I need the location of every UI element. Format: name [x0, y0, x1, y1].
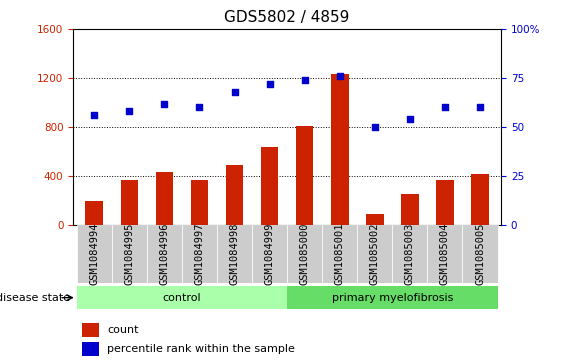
- FancyBboxPatch shape: [358, 225, 392, 283]
- FancyBboxPatch shape: [462, 225, 498, 283]
- FancyBboxPatch shape: [112, 225, 147, 283]
- Point: [230, 89, 239, 95]
- FancyBboxPatch shape: [322, 225, 358, 283]
- Point: [370, 124, 379, 130]
- Bar: [86, 200, 103, 225]
- Text: GSM1085003: GSM1085003: [405, 223, 415, 285]
- Bar: [296, 126, 314, 225]
- Point: [125, 109, 134, 114]
- Text: GSM1085002: GSM1085002: [370, 223, 380, 285]
- Bar: [471, 174, 489, 225]
- FancyBboxPatch shape: [287, 286, 498, 309]
- FancyBboxPatch shape: [77, 286, 287, 309]
- Text: count: count: [108, 325, 139, 335]
- Bar: [331, 74, 348, 225]
- Bar: [82, 323, 99, 337]
- Point: [160, 101, 169, 106]
- Bar: [436, 180, 454, 225]
- Text: GSM1085004: GSM1085004: [440, 223, 450, 285]
- Bar: [261, 147, 278, 225]
- Title: GDS5802 / 4859: GDS5802 / 4859: [225, 10, 350, 25]
- Text: percentile rank within the sample: percentile rank within the sample: [108, 344, 296, 354]
- FancyBboxPatch shape: [77, 225, 112, 283]
- FancyBboxPatch shape: [147, 225, 182, 283]
- Bar: [155, 172, 173, 225]
- Point: [476, 105, 485, 110]
- Text: GSM1084998: GSM1084998: [230, 223, 239, 285]
- Text: control: control: [163, 293, 201, 303]
- Text: disease state: disease state: [0, 293, 70, 303]
- Point: [265, 81, 274, 87]
- Text: GSM1085000: GSM1085000: [300, 223, 310, 285]
- Point: [90, 113, 99, 118]
- Text: GSM1084994: GSM1084994: [89, 223, 99, 285]
- Text: GSM1084996: GSM1084996: [159, 223, 169, 285]
- Bar: [226, 165, 243, 225]
- FancyBboxPatch shape: [287, 225, 322, 283]
- Text: GSM1084999: GSM1084999: [265, 223, 275, 285]
- Bar: [401, 195, 419, 225]
- FancyBboxPatch shape: [252, 225, 287, 283]
- Bar: [191, 180, 208, 225]
- Bar: [82, 342, 99, 356]
- Text: GSM1085005: GSM1085005: [475, 223, 485, 285]
- FancyBboxPatch shape: [392, 225, 427, 283]
- Text: GSM1085001: GSM1085001: [335, 223, 345, 285]
- Text: primary myelofibrosis: primary myelofibrosis: [332, 293, 453, 303]
- Text: GSM1084997: GSM1084997: [194, 223, 204, 285]
- FancyBboxPatch shape: [427, 225, 462, 283]
- Bar: [366, 214, 383, 225]
- Point: [195, 105, 204, 110]
- FancyBboxPatch shape: [217, 225, 252, 283]
- FancyBboxPatch shape: [182, 225, 217, 283]
- Bar: [120, 180, 138, 225]
- Point: [440, 105, 449, 110]
- Point: [405, 116, 414, 122]
- Point: [335, 73, 344, 79]
- Text: GSM1084995: GSM1084995: [124, 223, 135, 285]
- Point: [300, 77, 309, 83]
